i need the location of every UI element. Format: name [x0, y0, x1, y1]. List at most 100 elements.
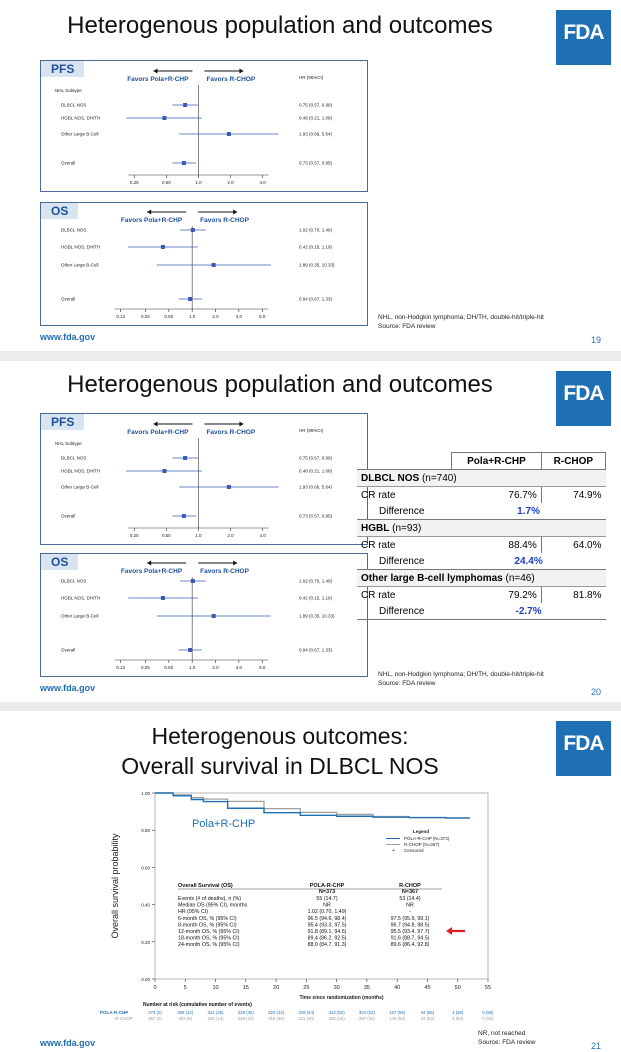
- legend-label: POLA-R-CHP (N=373): [404, 836, 450, 841]
- page-number: 19: [590, 335, 601, 345]
- os-forest-plot: OS Favors Pola+R-CHP Favors R-CHOP DLBCL N…: [40, 553, 368, 677]
- slide-19: Heterogenous population and outcomes FDA…: [0, 0, 621, 351]
- subtype-name: DLBCL NOS: [61, 103, 86, 108]
- arrow-right-head: [233, 209, 238, 215]
- os-label: OS: [41, 554, 79, 570]
- os-row-pola: 88.0 (84.7, 91.3): [308, 942, 347, 948]
- hr-value: 1.89 (0.35, 10.33): [299, 614, 335, 619]
- fda-url-link[interactable]: www.fda.gov: [40, 332, 96, 342]
- hr-point: [188, 297, 193, 301]
- y-tick-label: 0.40: [141, 903, 150, 908]
- hr-point: [190, 579, 195, 583]
- footnote-abbrev: NHL, non-Hodgkin lymphoma; DH/TH, double…: [378, 314, 544, 321]
- slide-title: Heterogenous population and outcomes: [67, 371, 493, 398]
- os-label: OS: [41, 203, 79, 219]
- risk-pola-value: 157 (55): [389, 1010, 406, 1015]
- risk-pola-label: POLA-R-CHP: [100, 1010, 128, 1015]
- subtype-name: DLBCL NOS: [61, 228, 86, 233]
- x-tick-label: 1.0: [189, 665, 196, 670]
- x-tick-label: 0.12: [116, 665, 125, 670]
- subtype-name: Overall: [61, 161, 75, 166]
- subtype-name: Other Large B-Cell: [61, 485, 99, 490]
- diff-value: 24.4%: [514, 555, 543, 567]
- fda-url-link[interactable]: www.fda.gov: [40, 683, 96, 693]
- risk-pola-value: 373 (0): [148, 1010, 162, 1015]
- pfs-label: PFS: [41, 414, 85, 430]
- page-number: 21: [590, 1041, 601, 1051]
- x-tick-label: 1.0: [189, 314, 196, 319]
- col-pola-n: N=373: [319, 889, 335, 895]
- slide-title: Heterogenous population and outcomes: [67, 12, 493, 39]
- fda-logo: FDA: [556, 721, 611, 776]
- x-tick-label: 1.0: [195, 533, 202, 538]
- hr-point: [226, 485, 231, 489]
- y-tick-label: 0.60: [141, 865, 150, 870]
- y-tick-label: 0.80: [141, 828, 150, 833]
- cr-rate-table: Pola+R-CHP R-CHOP DLBCL NOS (n=740) CR r…: [357, 452, 607, 620]
- x-tick-label: 0.50: [162, 533, 171, 538]
- hr-point: [160, 596, 165, 600]
- x-tick-label: 5: [184, 985, 187, 991]
- title-line-2: Overall survival in DLBCL NOS: [121, 753, 439, 779]
- arrow-left-head: [147, 560, 152, 566]
- x-tick-label: 0.12: [116, 314, 125, 319]
- title-line-1: Heterogenous outcomes:: [151, 723, 409, 749]
- fda-url-link[interactable]: www.fda.gov: [40, 1038, 96, 1048]
- os-row-label: 18-month OS, % (95% CI): [178, 936, 240, 942]
- red-arrow-head: [446, 927, 452, 935]
- hr-point: [190, 228, 195, 232]
- x-tick-label: 25: [303, 985, 309, 991]
- hr-value: 0.48 (0.21, 1.08): [299, 116, 333, 121]
- group-dlbcl: DLBCL NOS (n=740): [357, 469, 606, 487]
- hr-value: 0.42 (0.15, 1.19): [299, 245, 333, 250]
- hr-value: 0.48 (0.21, 1.08): [299, 469, 333, 474]
- x-tick-label: 2.0: [212, 665, 219, 670]
- risk-rchop-value: 343 (14): [208, 1016, 225, 1021]
- os-forest-svg: Favors Pola+R-CHP Favors R-CHOP DLBCL NOS 1…: [61, 560, 335, 670]
- hr-value: 0.75 (0.57, 0.99): [299, 456, 333, 461]
- os-row-pola: 91.8 (89.1, 94.6): [308, 929, 347, 935]
- risk-rchop-value: 305 (45): [329, 1016, 346, 1021]
- subtype-header: NHL Subtype: [55, 88, 82, 93]
- risk-rchop-value: 318 (35): [268, 1016, 285, 1021]
- hr-point: [162, 116, 167, 120]
- os-row-pola: NR: [323, 903, 331, 909]
- hr-value: 0.94 (0.67, 1.33): [299, 648, 333, 653]
- subtype-name: HGBL NOS, DH/TH: [61, 245, 100, 250]
- col-pola-header: POLA-R-CHP: [310, 883, 345, 889]
- plot-frame: [154, 792, 489, 980]
- diff-label: Difference: [379, 555, 425, 567]
- subtype-header: NHL Subtype: [55, 441, 82, 446]
- footnote-source: Source: FDA review: [378, 323, 436, 330]
- subtype-name: Overall: [61, 514, 75, 519]
- x-tick-label: 0: [153, 985, 156, 991]
- risk-pola-value: 341 (25): [208, 1010, 225, 1015]
- os-row-rchop: 95.5 (93.4, 97.7): [391, 929, 430, 935]
- legend-label: R-CHOP (N=367): [404, 842, 440, 847]
- slide-title: Heterogenous outcomes: Overall survival …: [0, 721, 560, 781]
- os-row-pola: 95.4 (93.3, 97.5): [308, 922, 347, 928]
- subtype-name: HGBL NOS, DH/TH: [61, 469, 100, 474]
- cr-rchop: 81.8%: [573, 589, 602, 601]
- favors-left-label: Favors Pola+R-CHP: [127, 429, 189, 436]
- x-tick-label: 40: [394, 985, 400, 991]
- x-tick-label: 2.0: [227, 180, 234, 185]
- cr-rchop: 64.0%: [573, 539, 602, 551]
- os-row-rchop: -: [409, 909, 411, 915]
- x-tick-label: 8.0: [259, 665, 266, 670]
- group-n: (n=46): [505, 572, 535, 584]
- risk-rchop-label: R-CHOP: [115, 1016, 133, 1021]
- subtype-name: DLBCL NOS: [61, 456, 86, 461]
- arrow-left-head: [153, 68, 158, 74]
- x-tick-label: 0.25: [141, 314, 150, 319]
- hr-point: [211, 263, 216, 267]
- os-row-label: HR (95% CI): [178, 909, 208, 915]
- arrow-right-head: [239, 68, 244, 74]
- pfs-forest-plot: PFS Favors Pola+R-CHP Favors R-CHOP HR (95…: [40, 413, 368, 545]
- favors-right-label: Favors R-CHOP: [200, 568, 249, 575]
- hr-value: 0.73 (0.57, 0.95): [299, 514, 333, 519]
- x-tick-label: 4.0: [236, 314, 243, 319]
- risk-pola-value: 320 (43): [268, 1010, 285, 1015]
- os-forest-svg: Favors Pola+R-CHP Favors R-CHOP DLBCL NOS 1…: [61, 209, 335, 319]
- x-tick-label: 1.0: [195, 180, 202, 185]
